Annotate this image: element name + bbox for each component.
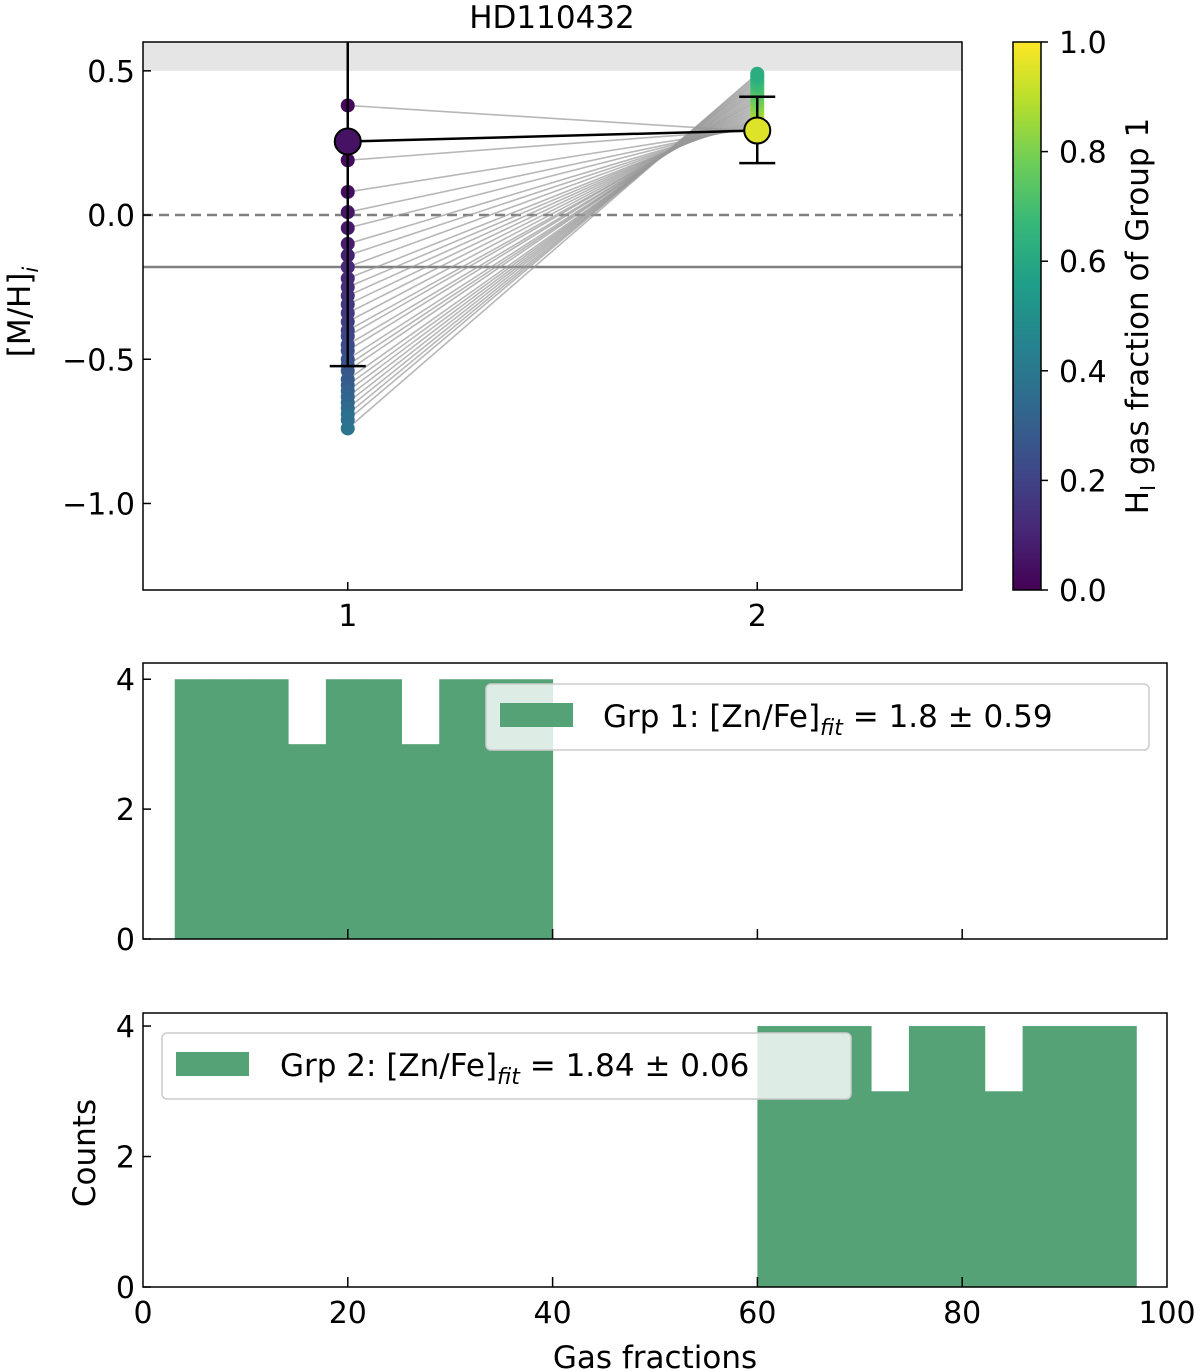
x-tick-label: 100	[1138, 1296, 1195, 1331]
pair-line	[347, 73, 758, 430]
legend-swatch	[176, 1052, 249, 1076]
histogram-bar	[908, 1026, 948, 1287]
colorbar	[1012, 41, 1042, 591]
top-y-axis-label: [M/H]i	[2, 267, 43, 358]
chart-title: HD110432	[469, 0, 635, 36]
pair-line	[347, 104, 758, 133]
group2-mean-marker	[743, 116, 772, 145]
hist-x-axis-label: Gas fractions	[553, 1340, 757, 1371]
x-tick-label: 2	[748, 599, 767, 634]
histogram-bar	[439, 679, 478, 939]
histogram-bar	[984, 1091, 1024, 1287]
histogram-bar	[1022, 1026, 1062, 1287]
y-tick-label: 0.5	[87, 55, 135, 90]
mean-connector-line	[347, 129, 758, 143]
y-tick-label: 4	[116, 663, 135, 698]
y-tick-label: 0.0	[87, 199, 135, 234]
histogram-bar	[325, 679, 365, 939]
colorbar-tick-label: 1.0	[1059, 26, 1107, 61]
legend-grp2: Grp 2: [Zn/Fe]fit = 1.84 ± 0.06	[280, 1048, 749, 1090]
y-tick-label: 2	[116, 1141, 135, 1176]
x-tick-label: 80	[943, 1296, 981, 1331]
x-tick-label: 40	[534, 1296, 572, 1331]
colorbar-label: HI gas fraction of Group 1	[1120, 118, 1160, 514]
legend-box	[485, 683, 1150, 751]
legend-swatch	[500, 703, 573, 727]
histogram-bar	[288, 744, 327, 939]
hist-axes-frame	[142, 662, 1168, 940]
histogram-bar	[946, 1026, 986, 1287]
top-plot-area	[143, 42, 962, 436]
y-tick-label: 4	[116, 1010, 135, 1045]
colorbar-tick-label: 0.2	[1059, 464, 1107, 499]
hist-axes-frame	[142, 1012, 1168, 1288]
y-tick-label: 0	[116, 1271, 135, 1306]
hist-y-axis-label: Counts	[67, 1099, 103, 1207]
group2-point	[750, 66, 765, 81]
legend-grp1: Grp 1: [Zn/Fe]fit = 1.8 ± 0.59	[603, 699, 1053, 741]
histogram-bar	[212, 679, 251, 939]
colorbar-tick-label: 0.8	[1059, 136, 1107, 171]
group1-point	[340, 421, 355, 436]
top-axes-frame	[142, 41, 963, 591]
histogram-bar	[363, 679, 402, 939]
y-tick-label: 2	[116, 793, 135, 828]
histogram-bar	[1098, 1026, 1137, 1287]
histogram-bar	[871, 1091, 910, 1287]
group1-mean-marker	[333, 127, 362, 156]
colorbar-tick-label: 0.6	[1059, 245, 1107, 280]
x-tick-label: 0	[133, 1296, 152, 1331]
histogram-bar	[250, 679, 289, 939]
x-tick-label: 60	[738, 1296, 776, 1331]
histogram-bar	[401, 744, 440, 939]
histogram-bar	[1060, 1026, 1099, 1287]
legend-box	[161, 1032, 852, 1100]
shaded-band	[143, 42, 962, 71]
colorbar-tick-label: 0.4	[1059, 355, 1107, 390]
x-tick-label: 20	[329, 1296, 367, 1331]
histogram-bar	[174, 679, 214, 939]
y-tick-label: −1.0	[62, 487, 135, 522]
x-tick-label: 1	[338, 599, 357, 634]
y-tick-label: −0.5	[62, 343, 135, 378]
y-tick-label: 0	[116, 923, 135, 958]
colorbar-tick-label: 0.0	[1059, 574, 1107, 609]
